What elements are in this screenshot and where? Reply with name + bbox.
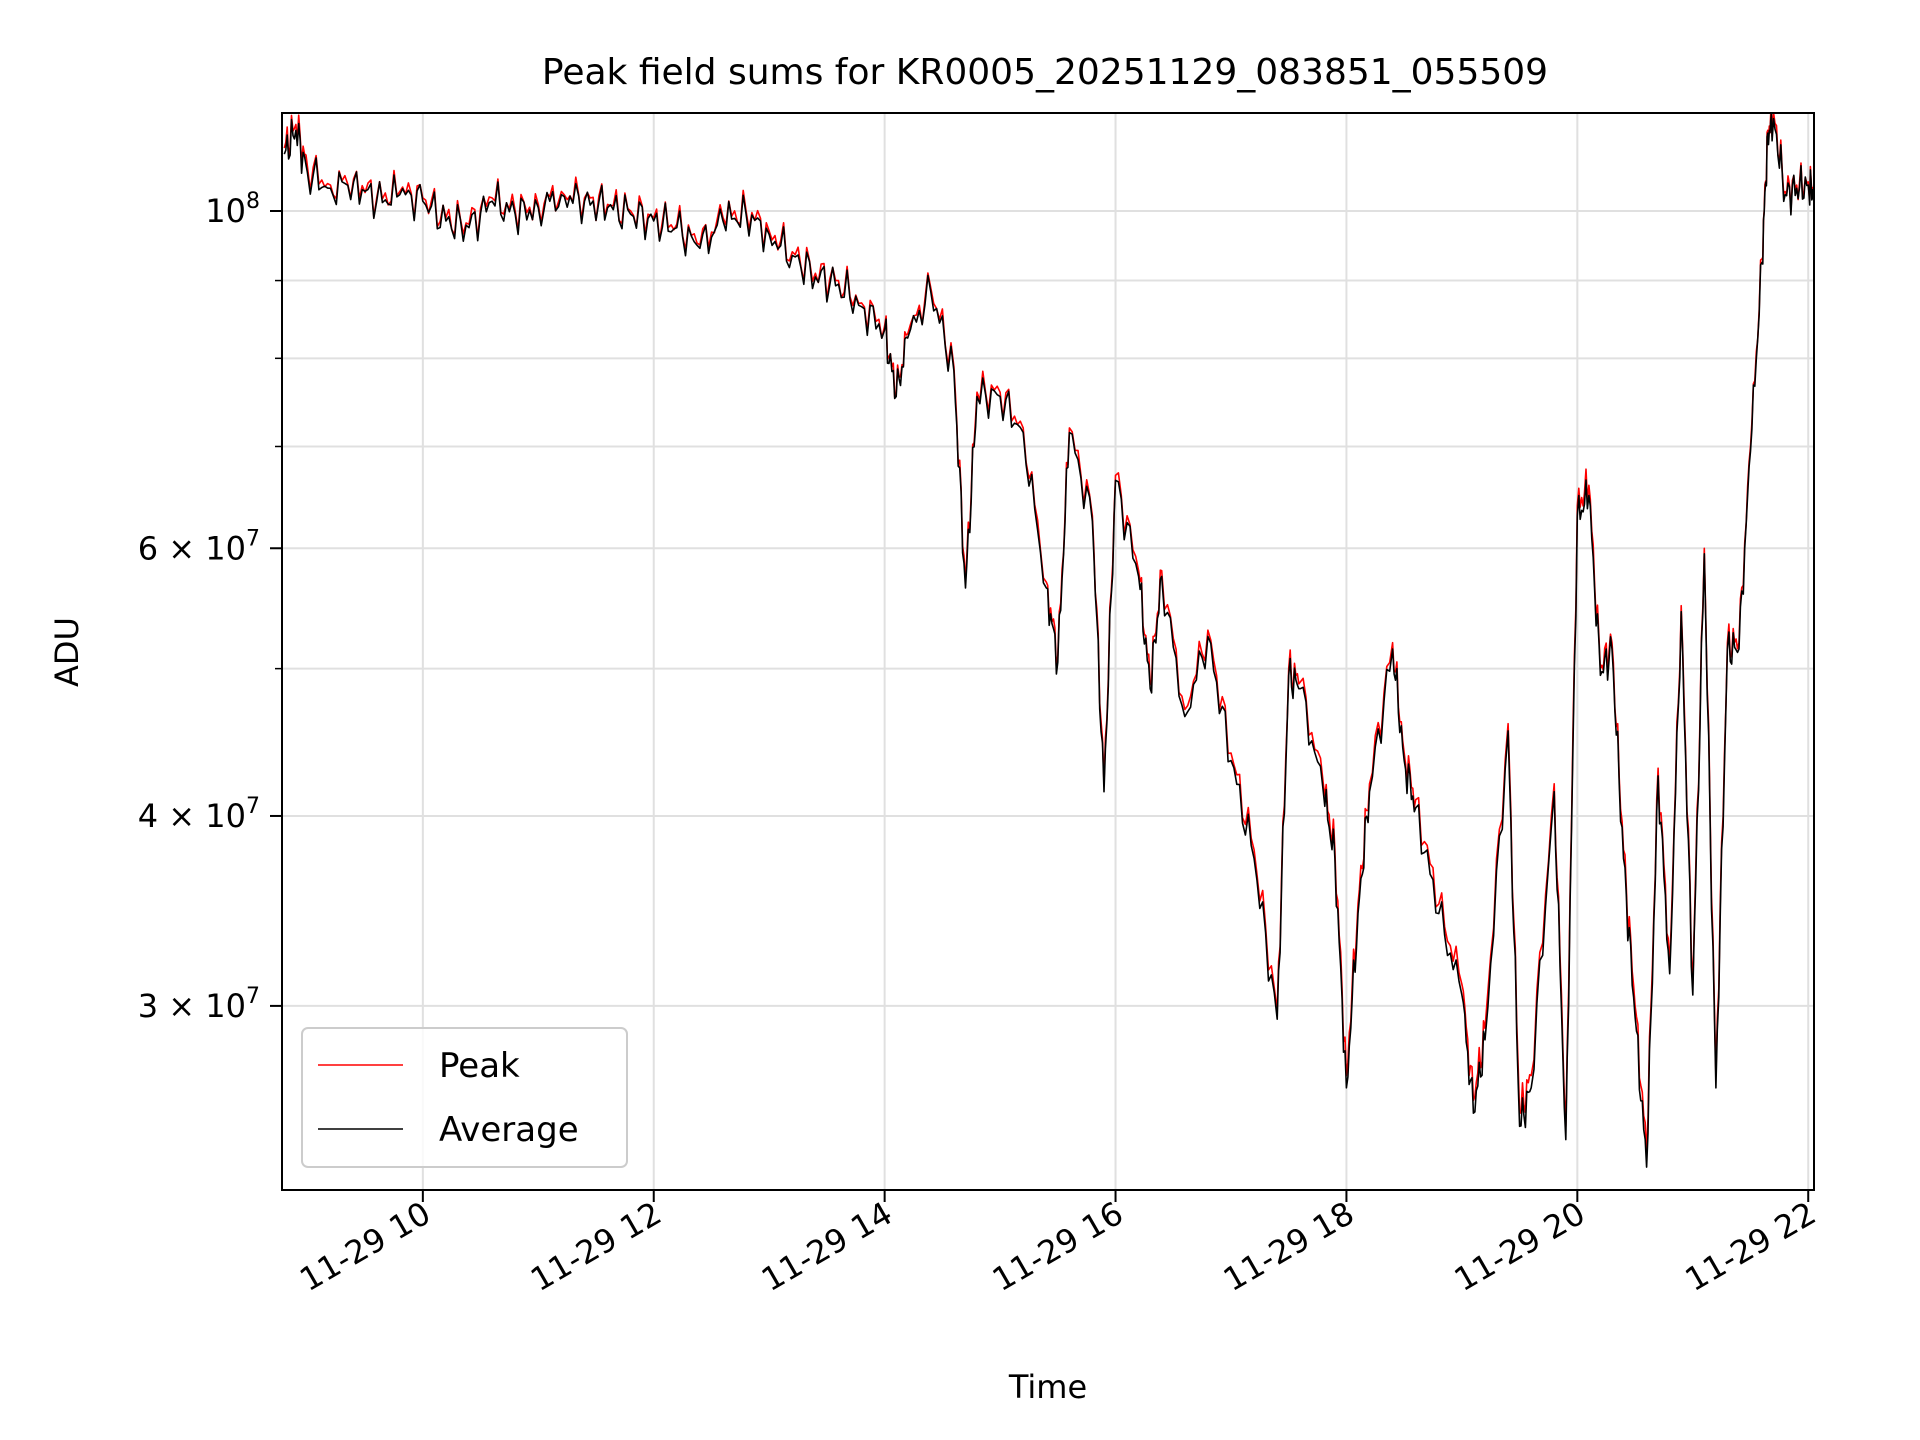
y-tick-label: 3 × 107 — [138, 984, 260, 1025]
legend-peak-label: Peak — [439, 1046, 520, 1086]
y-axis: 3 × 107 4 × 107 6 × 107 108 — [138, 189, 282, 1025]
series-line-average — [283, 112, 1815, 1168]
legend-average-label: Average — [439, 1110, 579, 1150]
x-axis-label: Time — [1008, 1368, 1087, 1406]
y-tick-label: 108 — [205, 189, 260, 230]
legend: Peak Average — [301, 1027, 628, 1168]
grid-lines — [282, 113, 1814, 1190]
y-axis-label: ADU — [48, 617, 86, 687]
legend-box — [301, 1027, 628, 1168]
y-tick-label: 4 × 107 — [138, 794, 260, 835]
chart-title: Peak field sums for KR0005_20251129_0838… — [542, 52, 1548, 93]
plot-area-frame — [281, 112, 1815, 1191]
y-tick-label: 6 × 107 — [138, 526, 260, 567]
plot-series — [283, 112, 1815, 1168]
